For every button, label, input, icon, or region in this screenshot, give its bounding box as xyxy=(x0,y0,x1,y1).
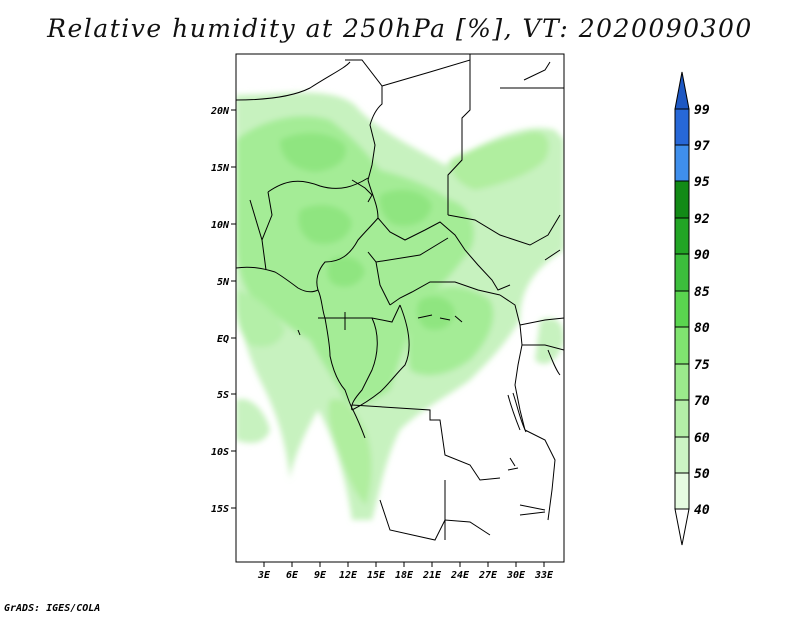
lon-tick-label: 21E xyxy=(422,570,442,581)
colorbar-label: 97 xyxy=(694,139,710,154)
colorbar-swatch xyxy=(674,363,690,401)
lon-tick-label: 33E xyxy=(534,570,554,581)
map-frame xyxy=(235,53,565,563)
colorbar-swatch xyxy=(674,326,690,365)
lat-tick-label: 15N xyxy=(211,163,230,174)
lon-tick-label: 18E xyxy=(395,570,414,581)
colorbar-label: 92 xyxy=(694,212,710,227)
lon-tick-label: 27E xyxy=(478,570,498,581)
colorbar-swatch xyxy=(674,217,690,255)
lon-tick-label: 9E xyxy=(314,570,327,581)
colorbar-label: 95 xyxy=(694,175,710,190)
lat-tick-label: EQ xyxy=(217,334,229,345)
colorbar-bottom-arrow xyxy=(674,508,690,546)
lon-tick-label: 3E xyxy=(257,570,271,581)
colorbar-swatch xyxy=(674,253,690,292)
colorbar-swatch xyxy=(674,472,690,510)
colorbar-label: 99 xyxy=(694,103,710,118)
colorbar-swatch xyxy=(674,144,690,182)
colorbar-swatch xyxy=(674,180,690,219)
lat-axis: 20N 15N 10N 5N EQ 5S 10S 15S xyxy=(210,106,236,515)
colorbar-swatch xyxy=(674,108,690,146)
colorbar-label: 80 xyxy=(694,321,710,336)
colorbar-label: 85 xyxy=(694,285,710,300)
lon-axis: 3E 6E 9E 12E 15E 18E 21E 24E 27E 30E 33E xyxy=(257,562,554,581)
colorbar-label: 70 xyxy=(694,394,710,409)
lat-tick-label: 10S xyxy=(211,447,229,458)
colorbar-swatch xyxy=(674,399,690,438)
colorbar-label: 40 xyxy=(694,503,710,518)
lon-tick-label: 15E xyxy=(367,570,386,581)
country-borders xyxy=(236,54,564,541)
lon-tick-label: 24E xyxy=(450,570,470,581)
lon-tick-label: 12E xyxy=(339,570,358,581)
lat-tick-label: 20N xyxy=(210,106,230,117)
colorbar: 40 50 60 70 75 80 85 90 92 95 97 99 xyxy=(674,71,710,546)
colorbar-top-arrow xyxy=(674,71,690,110)
grads-credit: GrADS: IGES/COLA xyxy=(4,603,101,614)
lon-tick-label: 30E xyxy=(506,570,526,581)
colorbar-label: 75 xyxy=(694,358,710,373)
lon-tick-label: 6E xyxy=(286,570,299,581)
colorbar-label: 90 xyxy=(694,248,710,263)
map-title: Relative humidity at 250hPa [%], VT: 202… xyxy=(47,14,753,43)
lat-tick-label: 5N xyxy=(217,277,230,288)
colorbar-label: 60 xyxy=(694,431,710,446)
colorbar-label: 50 xyxy=(694,467,710,482)
lat-tick-label: 5S xyxy=(217,390,229,401)
colorbar-swatch xyxy=(674,436,690,474)
colorbar-swatch xyxy=(674,290,690,328)
lat-tick-label: 15S xyxy=(211,504,229,515)
lat-tick-label: 10N xyxy=(211,220,230,231)
